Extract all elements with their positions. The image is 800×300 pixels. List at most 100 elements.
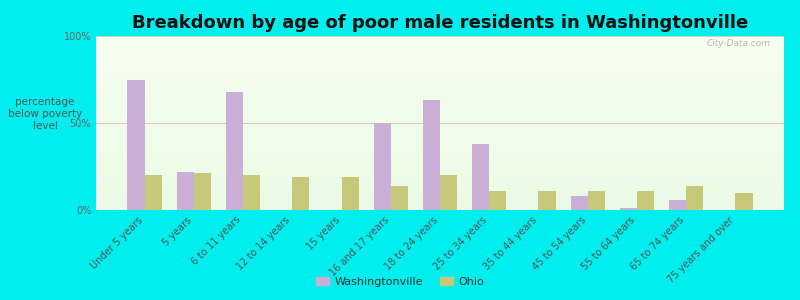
Bar [96, 85, 784, 86]
Bar [96, 184, 784, 186]
Bar [96, 58, 784, 60]
Bar [96, 90, 784, 92]
Bar [96, 144, 784, 146]
Bar [96, 158, 784, 160]
Bar [96, 80, 784, 81]
Bar [96, 118, 784, 119]
Bar [96, 100, 784, 102]
Bar [96, 38, 784, 40]
Bar [620, 208, 637, 210]
Bar [96, 188, 784, 189]
Bar [96, 161, 784, 163]
Bar [96, 154, 784, 156]
Bar [96, 121, 784, 123]
Bar [96, 142, 784, 144]
Bar [342, 177, 358, 210]
Bar [96, 71, 784, 73]
Bar [96, 88, 784, 90]
Bar [96, 194, 784, 196]
Bar [96, 147, 784, 149]
Bar [96, 130, 784, 132]
Bar [669, 200, 686, 210]
Bar [390, 186, 408, 210]
Bar [96, 45, 784, 46]
Bar [96, 160, 784, 161]
Bar [96, 134, 784, 135]
Text: percentage
below poverty
level: percentage below poverty level [8, 98, 82, 130]
Bar [96, 186, 784, 188]
Bar [96, 104, 784, 106]
Bar [145, 175, 162, 210]
Bar [96, 69, 784, 71]
Bar [96, 198, 784, 200]
Bar [96, 67, 784, 69]
Bar [177, 172, 194, 210]
Bar [96, 123, 784, 125]
Bar [96, 180, 784, 182]
Bar [96, 50, 784, 52]
Bar [96, 206, 784, 208]
Bar [570, 196, 588, 210]
Bar [637, 191, 654, 210]
Bar [96, 173, 784, 175]
Bar [96, 40, 784, 41]
Bar [96, 165, 784, 167]
Bar [96, 97, 784, 99]
Bar [127, 80, 145, 210]
Bar [96, 60, 784, 62]
Bar [96, 153, 784, 154]
Bar [96, 125, 784, 127]
Bar [96, 112, 784, 114]
Bar [96, 107, 784, 109]
Bar [96, 106, 784, 107]
Bar [96, 156, 784, 158]
Bar [96, 62, 784, 64]
Bar [96, 55, 784, 57]
Bar [490, 191, 506, 210]
Text: City-Data.com: City-Data.com [706, 40, 770, 49]
Bar [96, 170, 784, 172]
Bar [96, 137, 784, 139]
Bar [96, 114, 784, 116]
Bar [96, 140, 784, 142]
Bar [243, 175, 260, 210]
Bar [226, 92, 243, 210]
Bar [96, 208, 784, 210]
Bar [96, 48, 784, 50]
Bar [96, 73, 784, 74]
Bar [96, 168, 784, 170]
Bar [96, 116, 784, 118]
Bar [96, 64, 784, 66]
Bar [96, 179, 784, 180]
Title: Breakdown by age of poor male residents in Washingtonville: Breakdown by age of poor male residents … [132, 14, 748, 32]
Bar [96, 95, 784, 97]
Bar [735, 193, 753, 210]
Bar [96, 146, 784, 147]
Bar [686, 186, 703, 210]
Legend: Washingtonville, Ohio: Washingtonville, Ohio [311, 272, 489, 291]
Bar [96, 111, 784, 112]
Bar [96, 74, 784, 76]
Bar [96, 66, 784, 67]
Bar [96, 191, 784, 193]
Bar [96, 43, 784, 45]
Bar [96, 175, 784, 177]
Bar [96, 76, 784, 78]
Bar [96, 92, 784, 93]
Bar [96, 163, 784, 165]
Bar [96, 189, 784, 191]
Bar [96, 93, 784, 95]
Bar [472, 144, 490, 210]
Bar [374, 123, 390, 210]
Bar [96, 46, 784, 48]
Bar [96, 167, 784, 168]
Bar [440, 175, 458, 210]
Bar [96, 78, 784, 80]
Bar [96, 200, 784, 201]
Bar [96, 203, 784, 205]
Bar [422, 100, 440, 210]
Bar [96, 172, 784, 173]
Bar [194, 173, 211, 210]
Bar [96, 57, 784, 58]
Bar [96, 149, 784, 151]
